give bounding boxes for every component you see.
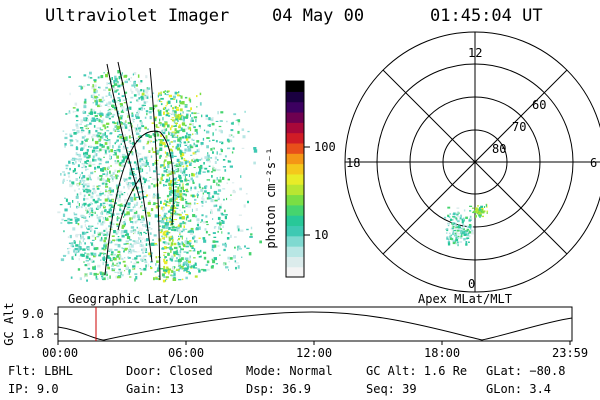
info-seq: Seq: 39 [366, 382, 417, 396]
info-door: Door: Closed [126, 364, 213, 378]
colorbar-frame [285, 80, 305, 278]
lat-label-80: 80 [492, 142, 507, 156]
colorbar-segment [286, 266, 304, 278]
colorbar-segment [286, 256, 304, 268]
info-glat: GLat: −80.8 [486, 364, 566, 378]
polar-plot [344, 31, 600, 293]
alt-xtick-label-0000: 00:00 [42, 346, 79, 360]
alt-xtick-label-1200: 12:00 [296, 346, 333, 360]
info-ip: IP: 9.0 [8, 382, 59, 396]
colorbar-tick-label-100: 100 [314, 140, 336, 154]
colorbar-segment [286, 122, 304, 134]
colorbar-segment [286, 235, 304, 247]
altitude-strip-xticks [57, 341, 571, 345]
colorbar-segment [286, 204, 304, 216]
colorbar-segment [286, 91, 304, 103]
polar-aurora-blobs [443, 203, 489, 247]
colorbar-segment [286, 215, 304, 227]
info-gc-alt: GC Alt: 1.6 Re [366, 364, 468, 378]
colorbar-tick-label-10: 10 [314, 228, 329, 242]
colorbar-unit-label: photon cm⁻²s⁻¹ [264, 147, 278, 249]
colorbar-segment [286, 81, 304, 92]
colorbar-segment [286, 132, 304, 144]
lat-label-60: 60 [532, 98, 547, 112]
lat-label-70: 70 [512, 120, 527, 134]
apex-label: Apex MLat/MLT [418, 292, 512, 306]
time-label: 01:45:04 UT [430, 6, 543, 26]
colorbar [286, 81, 304, 278]
colorbar-segment [286, 173, 304, 185]
geographic-label: Geographic Lat/Lon [68, 292, 199, 306]
date-label: 04 May 00 [272, 6, 365, 26]
colorbar-segment [286, 101, 304, 113]
instrument-title: Ultraviolet Imager [45, 6, 230, 26]
info-dsp: Dsp: 36.9 [246, 382, 312, 396]
info-gain: Gain: 13 [126, 382, 184, 396]
info-mode: Mode: Normal [246, 364, 333, 378]
geographic-image [57, 70, 262, 283]
colorbar-segment [286, 246, 304, 257]
alt-xtick-label-0600: 06:00 [168, 346, 205, 360]
mlt-label-18: 18 [346, 156, 361, 170]
alt-ytick-label-9: 9.0 [22, 307, 44, 321]
colorbar-segment [286, 142, 304, 154]
colorbar-segment [286, 225, 304, 237]
alt-axis-label: GC Alt [2, 302, 16, 346]
orbit-altitude-curve [57, 311, 573, 341]
colorbar-segment [286, 153, 304, 165]
info-glon: GLon: 3.4 [486, 382, 552, 396]
mlt-label-6: 6 [590, 156, 598, 170]
altitude-strip-frame [57, 306, 573, 342]
colorbar-segment [286, 111, 304, 123]
alt-xtick-label-2359: 23:59 [552, 346, 589, 360]
mlt-label-12: 12 [468, 46, 483, 60]
alt-xtick-label-1800: 18:00 [424, 346, 461, 360]
mlt-label-0: 0 [468, 277, 476, 291]
geographic-grid-lines [104, 61, 174, 281]
colorbar-segment [286, 194, 304, 206]
colorbar-segment [286, 163, 304, 175]
info-filter: Flt: LBHL [8, 364, 74, 378]
colorbar-segment [286, 184, 304, 196]
alt-ytick-label-1: 1.8 [22, 327, 44, 341]
